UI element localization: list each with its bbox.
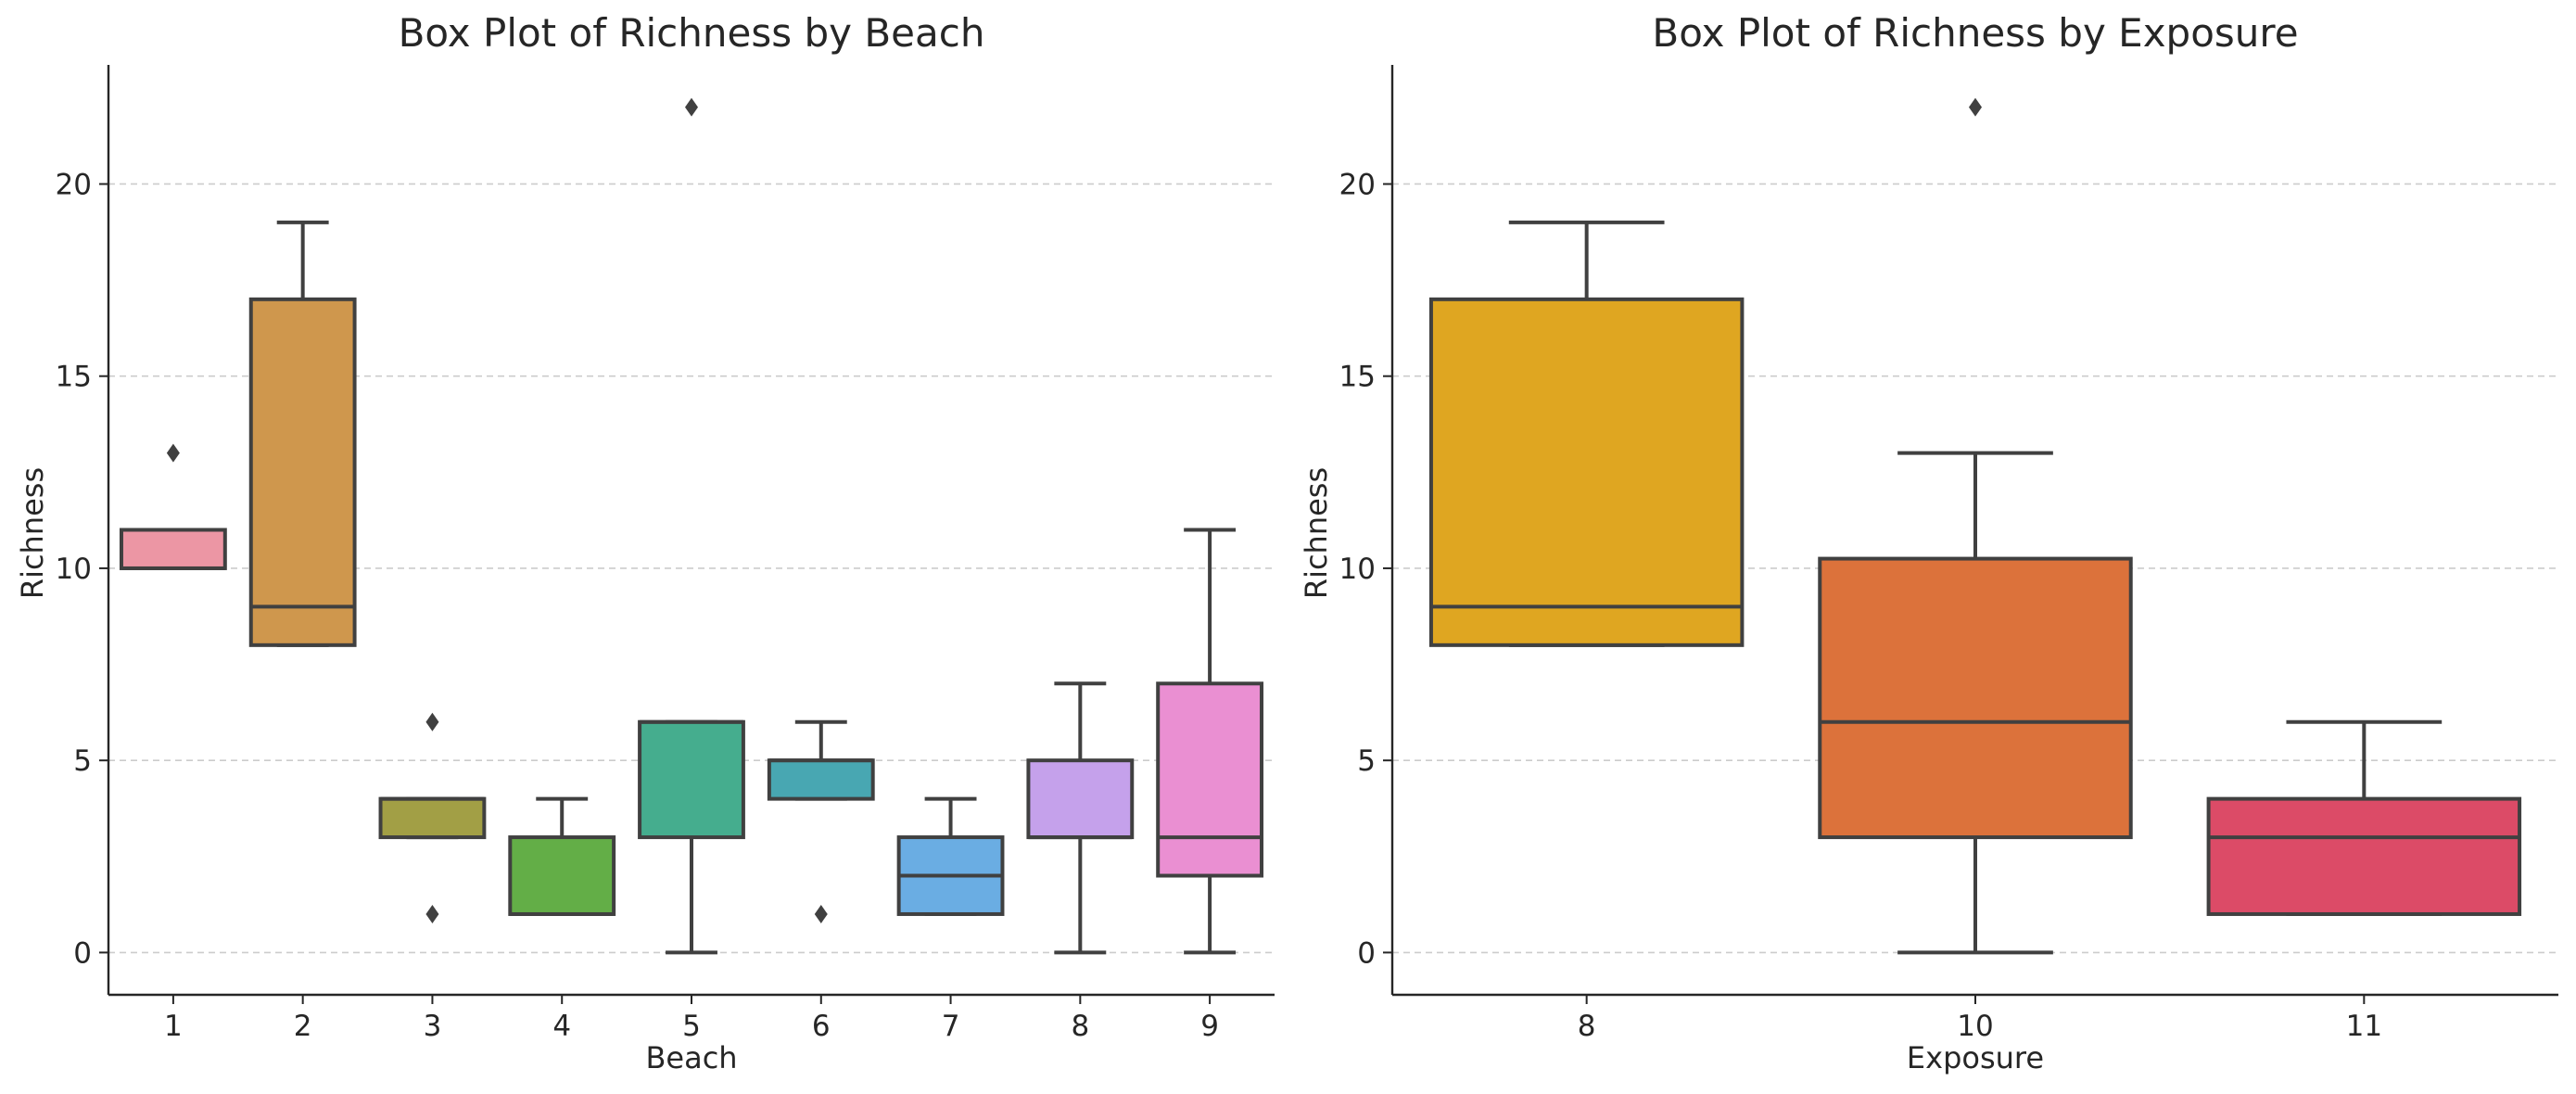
chart-title: Box Plot of Richness by Beach (399, 10, 985, 56)
y-tick-label: 20 (56, 168, 92, 201)
box (767, 758, 875, 801)
y-tick-label: 5 (73, 744, 92, 778)
y-tick-label: 15 (1339, 361, 1376, 394)
boxes (119, 97, 1264, 955)
y-tick-label: 0 (73, 936, 92, 970)
box-group-6 (767, 719, 875, 923)
x-tick-label: 11 (2346, 1010, 2382, 1043)
beach-boxplot-panel: Box Plot of Richness by Beach Beach Rich… (15, 10, 1275, 1075)
x-tick-label: 3 (424, 1010, 442, 1043)
box (1156, 681, 1264, 878)
box (1428, 297, 1745, 647)
outlier-point (425, 904, 439, 923)
box-group-11 (2206, 719, 2522, 916)
box-group-1 (119, 443, 227, 570)
outlier-point (814, 904, 828, 923)
axes: 0 5 10 15 20 8 10 11 (1339, 65, 2558, 1043)
outlier-point (425, 712, 439, 731)
outlier-point (166, 443, 180, 463)
x-axis-label: Exposure (1907, 1040, 2044, 1075)
box-group-4 (508, 796, 616, 916)
box-group-5 (638, 97, 745, 955)
y-tick-label: 10 (56, 553, 92, 586)
x-tick-label: 7 (942, 1010, 960, 1043)
x-tick-label: 1 (164, 1010, 183, 1043)
box (1818, 556, 2133, 840)
box-group-2 (248, 220, 357, 647)
box (1026, 758, 1135, 840)
y-axis-label: Richness (1299, 467, 1334, 599)
x-tick-label: 6 (812, 1010, 831, 1043)
y-tick-label: 10 (1339, 553, 1376, 586)
box (248, 297, 357, 647)
y-tick-label: 20 (1339, 168, 1376, 201)
box-group-3 (378, 712, 487, 923)
box (508, 835, 616, 916)
y-tick-label: 0 (1357, 936, 1376, 970)
x-tick-label: 8 (1578, 1010, 1596, 1043)
x-tick-label: 9 (1200, 1010, 1219, 1043)
box (119, 528, 227, 570)
x-tick-label: 10 (1957, 1010, 1993, 1043)
y-tick-label: 5 (1357, 744, 1376, 778)
boxes (1428, 97, 2522, 955)
x-tick-label: 2 (294, 1010, 312, 1043)
axes: 0 5 10 15 20 1 2 3 4 5 6 7 8 9 (56, 65, 1275, 1043)
box (2206, 796, 2522, 916)
box-group-8 (1428, 220, 1745, 647)
box (378, 796, 487, 840)
box (638, 719, 745, 840)
y-tick-label: 15 (56, 361, 92, 394)
x-axis-label: Beach (645, 1040, 737, 1075)
box-group-10 (1818, 97, 2133, 955)
exposure-boxplot-panel: Box Plot of Richness by Exposure Exposur… (1299, 10, 2558, 1075)
box-group-9 (1156, 528, 1264, 955)
box-group-7 (896, 796, 1005, 916)
y-axis-label: Richness (15, 467, 50, 599)
box-group-8 (1026, 681, 1135, 955)
x-tick-label: 5 (682, 1010, 701, 1043)
outlier-point (1969, 97, 1982, 117)
x-tick-label: 8 (1071, 1010, 1089, 1043)
chart-title: Box Plot of Richness by Exposure (1652, 10, 2298, 56)
x-tick-label: 4 (552, 1010, 571, 1043)
outlier-point (685, 97, 698, 117)
